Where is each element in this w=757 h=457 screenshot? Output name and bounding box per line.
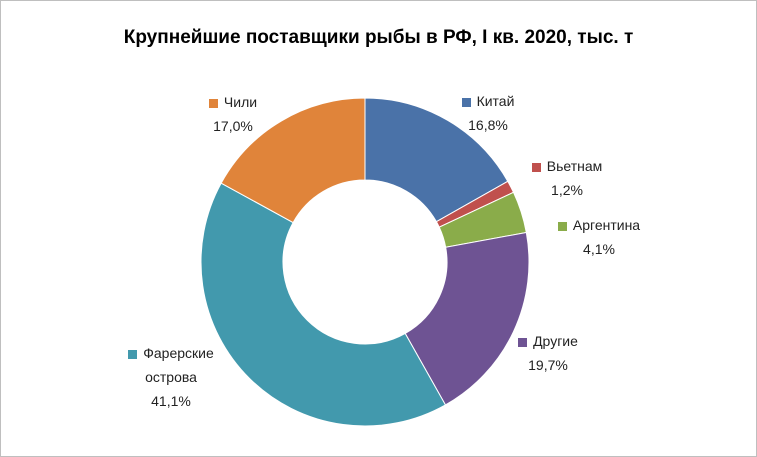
value-label: 19,7% (528, 357, 568, 373)
data-label: Китай 16,8% (428, 89, 548, 137)
category-label: Китай (476, 93, 515, 109)
value-label: 16,8% (468, 117, 508, 133)
data-label: Вьетнам 1,2% (507, 154, 627, 202)
value-label: 17,0% (213, 118, 253, 134)
donut-segment (200, 182, 447, 427)
value-label: 4,1% (583, 241, 615, 257)
data-label: Чили 17,0% (183, 90, 283, 138)
category-label: Аргентина (572, 217, 641, 233)
legend-swatch (128, 349, 138, 359)
legend-swatch (208, 98, 218, 108)
donut-segment (220, 97, 366, 224)
legend-swatch (461, 97, 471, 107)
category-label: Фарерские острова (143, 345, 214, 385)
donut-segment (364, 97, 509, 223)
data-label: Аргентина 4,1% (529, 213, 669, 261)
donut-segment (404, 231, 530, 406)
legend-swatch (557, 221, 567, 231)
legend-swatch (531, 162, 541, 172)
legend-swatch (518, 337, 528, 347)
value-label: 41,1% (151, 393, 191, 409)
category-label: Другие (533, 333, 578, 349)
chart-title: Крупнейшие поставщики рыбы в РФ, I кв. 2… (123, 27, 634, 48)
data-label: Фарерские острова 41,1% (116, 341, 226, 413)
category-label: Чили (223, 94, 258, 110)
value-label: 1,2% (551, 182, 583, 198)
category-label: Вьетнам (546, 158, 603, 174)
data-label: Другие 19,7% (488, 329, 608, 377)
